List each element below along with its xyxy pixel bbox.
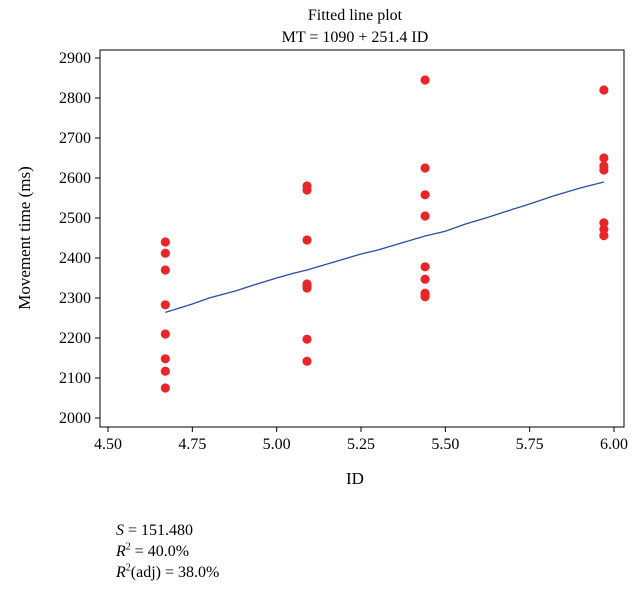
data-point: [160, 300, 170, 310]
chart-title: Fitted line plot: [308, 7, 403, 24]
data-point: [160, 366, 170, 376]
data-point: [420, 274, 430, 284]
y-tick-label: 2200: [59, 330, 91, 347]
data-point: [160, 329, 170, 339]
stat-r2-label: R: [116, 543, 126, 560]
data-point: [160, 248, 170, 258]
data-point: [599, 165, 609, 175]
data-point: [302, 334, 312, 344]
data-point: [420, 262, 430, 272]
data-point: [599, 153, 609, 163]
data-point: [599, 224, 609, 234]
stat-s-label: S: [116, 522, 124, 539]
stat-r2: R2 = 40.0%: [116, 541, 219, 562]
y-tick-label: 2300: [59, 290, 91, 307]
data-point: [420, 211, 430, 221]
y-tick-label: 2900: [59, 50, 91, 67]
y-tick-label: 2400: [59, 250, 91, 267]
y-tick-label: 2600: [59, 170, 91, 187]
x-tick-label: 4.50: [94, 436, 122, 453]
x-axis-label: ID: [346, 469, 364, 488]
data-point: [160, 265, 170, 275]
axes: 4.50 4.75 5.00 5.25 5.50 5.75 6.00 2000 2100 2200…: [59, 50, 628, 453]
stat-r2-sup: 2: [125, 541, 131, 553]
data-point: [302, 356, 312, 366]
y-tick-label: 2000: [59, 410, 91, 427]
data-point: [302, 185, 312, 195]
stat-r2adj-label: R: [116, 564, 126, 581]
x-tick-label: 5.25: [347, 436, 375, 453]
data-point: [599, 85, 609, 95]
data-point: [302, 235, 312, 245]
chart-subtitle: MT = 1090 + 251.4 ID: [282, 29, 429, 46]
data-point: [302, 281, 312, 291]
fitted-line-chart: Fitted line plot MT = 1090 + 251.4 ID 4.…: [15, 7, 628, 488]
plot-frame: [99, 49, 625, 428]
y-tick-label: 2100: [59, 370, 91, 387]
data-point: [599, 231, 609, 241]
fit-statistics: S = 151.480 R2 = 40.0% R2(adj) = 38.0%: [116, 520, 219, 583]
stat-r2adj: R2(adj) = 38.0%: [116, 562, 219, 583]
y-tick-label: 2800: [59, 90, 91, 107]
data-point: [420, 190, 430, 200]
data-point: [599, 218, 609, 228]
data-point: [420, 75, 430, 85]
x-tick-label: 6.00: [600, 436, 628, 453]
y-tick-label: 2500: [59, 210, 91, 227]
stat-r2-value: = 40.0%: [130, 543, 190, 560]
data-point: [160, 354, 170, 364]
x-tick-label: 5.00: [263, 436, 291, 453]
y-tick-label: 2700: [59, 130, 91, 147]
stat-s: S = 151.480: [116, 520, 219, 541]
stat-r2adj-suffix: (adj) = 38.0%: [130, 564, 220, 581]
data-point: [160, 383, 170, 393]
y-axis-label: Movement time (ms): [15, 166, 34, 310]
stat-s-value: = 151.480: [124, 522, 194, 539]
x-tick-label: 4.75: [178, 436, 206, 453]
x-tick-label: 5.75: [516, 436, 544, 453]
data-point: [420, 163, 430, 173]
data-points: [160, 75, 609, 393]
fitted-regression-line: [165, 181, 605, 314]
data-point: [420, 289, 430, 299]
data-point: [160, 237, 170, 247]
stat-r2adj-sup: 2: [125, 562, 131, 574]
x-tick-label: 5.50: [431, 436, 459, 453]
